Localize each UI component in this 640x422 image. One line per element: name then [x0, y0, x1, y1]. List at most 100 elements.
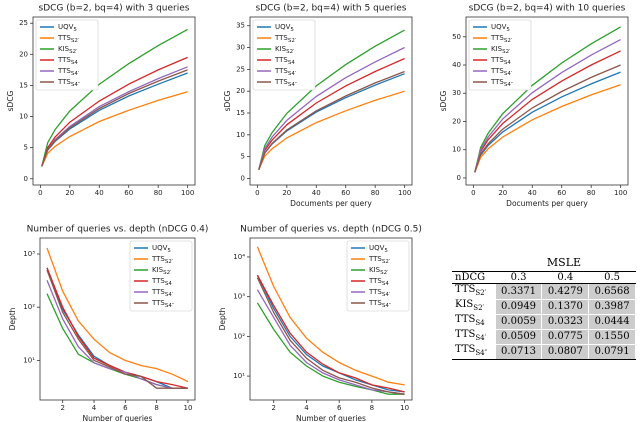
legend-name: TTS: [151, 277, 165, 285]
legend-name: TTS: [368, 255, 382, 263]
legend-label: TTSS2′: [274, 34, 297, 44]
legend-name: TTS: [57, 67, 71, 75]
legend-name: TTS: [57, 34, 71, 42]
x-tick-label: 60: [124, 189, 133, 197]
legend-label: UQV5: [369, 244, 388, 254]
legend-label: TTSS4: [151, 277, 172, 287]
legend-label: TTSS4: [368, 277, 389, 287]
series-line: [46, 267, 189, 389]
series-line: [256, 246, 405, 386]
x-tick-label: 6: [337, 404, 342, 412]
value-cell: 0.0713: [494, 343, 543, 360]
y-tick-label: 10: [19, 113, 28, 121]
x-tick-label: 10: [183, 404, 192, 412]
x-tick-label: 40: [312, 189, 321, 197]
y-tick-label: 10³: [233, 293, 245, 301]
header-cell: 0.5: [588, 271, 636, 284]
value-cell: 0.4279: [541, 283, 590, 300]
x-tick-label: 80: [154, 189, 163, 197]
legend-name: TTS: [368, 277, 382, 285]
y-tick-label: 5: [24, 144, 28, 152]
x-tick-label: 8: [154, 404, 158, 412]
legend-name: TTS: [274, 78, 288, 86]
y-tick-label: 0: [24, 175, 28, 183]
x-tick-label: 4: [92, 404, 97, 412]
table-head: nDCG 0.3 0.4 0.5: [452, 271, 636, 284]
header-cell: nDCG: [452, 271, 496, 284]
x-tick-label: 4: [304, 404, 309, 412]
legend-label: KISS2′: [369, 266, 389, 276]
value-cell: 0.6568: [588, 283, 636, 300]
legend-label: TTSS4″: [274, 78, 297, 88]
legend-subscript: 5: [290, 27, 294, 33]
y-tick-label: 20: [19, 50, 28, 58]
legend-label: UQV5: [275, 23, 294, 33]
x-tick-label: 10: [400, 404, 409, 412]
y-tick-label: 10¹: [233, 372, 245, 380]
row-label: TTSS4′: [452, 329, 495, 344]
y-tick-label: 10³: [23, 250, 35, 258]
x-tick-label: 20: [65, 189, 74, 197]
series-line: [258, 29, 405, 170]
header-cell: 0.3: [495, 271, 542, 284]
plot-frame: [249, 16, 413, 186]
x-tick-label: 0: [471, 189, 475, 197]
y-tick-label: 35: [236, 22, 245, 30]
legend-subscript: S2′: [163, 270, 172, 276]
y-tick-label: 20: [452, 117, 461, 125]
x-tick-label: 0: [255, 189, 259, 197]
legend-name: KIS: [58, 45, 70, 53]
value-cell: 0.0059: [494, 313, 543, 330]
legend-name: TTS: [490, 34, 504, 42]
value-cell: 0.0949: [494, 298, 543, 315]
legend-subscript: S4′: [165, 292, 174, 298]
value-cell: 0.0509: [494, 328, 543, 345]
x-tick-label: 100: [614, 189, 627, 197]
y-tick-label: 0: [241, 174, 245, 182]
legend-name: UQV: [58, 23, 74, 31]
legend-subscript: S4: [504, 60, 511, 66]
row-label: TTSS4: [452, 314, 495, 329]
y-tick-label: 20: [236, 87, 245, 95]
legend-name: UQV: [491, 23, 507, 31]
legend-subscript: 5: [384, 248, 388, 254]
header-cell: 0.4: [541, 271, 589, 284]
legend-name: TTS: [57, 78, 71, 86]
x-axis-label: Number of queries: [83, 414, 153, 422]
row-subscript: S4″: [475, 349, 488, 357]
series-line: [256, 302, 405, 395]
chart-title: sDCG (b=2, bq=4) with 3 queries: [39, 4, 190, 14]
header-row: nDCG 0.3 0.4 0.5: [452, 271, 636, 284]
legend-label: TTSS4: [490, 56, 511, 66]
x-axis-label: Number of queries: [296, 414, 366, 422]
x-tick-label: 8: [370, 404, 374, 412]
y-tick-label: 25: [19, 19, 28, 27]
legend-label: TTSS2′: [368, 255, 391, 265]
legend-name: TTS: [274, 56, 288, 64]
legend-subscript: S2′: [165, 259, 174, 265]
y-tick-label: 5: [241, 153, 245, 161]
row-subscript: S4: [475, 319, 485, 327]
legend-subscript: S2′: [71, 38, 80, 44]
x-tick-label: 40: [528, 189, 537, 197]
legend-label: TTSS4′: [490, 67, 513, 77]
y-tick-label: 15: [19, 81, 28, 89]
legend-subscript: 5: [73, 27, 77, 33]
legend-subscript: S4′: [504, 71, 513, 77]
y-tick-label: 10¹: [23, 356, 35, 364]
value-cell: 0.0323: [541, 313, 590, 330]
table-row: TTSS4″ 0.0713 0.0807 0.0791: [452, 343, 636, 360]
y-tick-label: 10²: [233, 332, 245, 340]
value-cell: 0.0444: [588, 313, 636, 330]
legend-label: TTSS4″: [368, 299, 391, 309]
x-tick-label: 60: [341, 189, 350, 197]
legend-name: TTS: [151, 299, 165, 307]
series-line: [41, 28, 188, 167]
row-label: KISS2′: [452, 299, 495, 314]
value-cell: 0.3371: [494, 283, 543, 300]
x-tick-label: 20: [282, 189, 291, 197]
legend-label: TTSS4″: [151, 299, 174, 309]
row-subscript: S2′: [475, 289, 487, 297]
y-axis-label: sDCG: [439, 90, 448, 111]
